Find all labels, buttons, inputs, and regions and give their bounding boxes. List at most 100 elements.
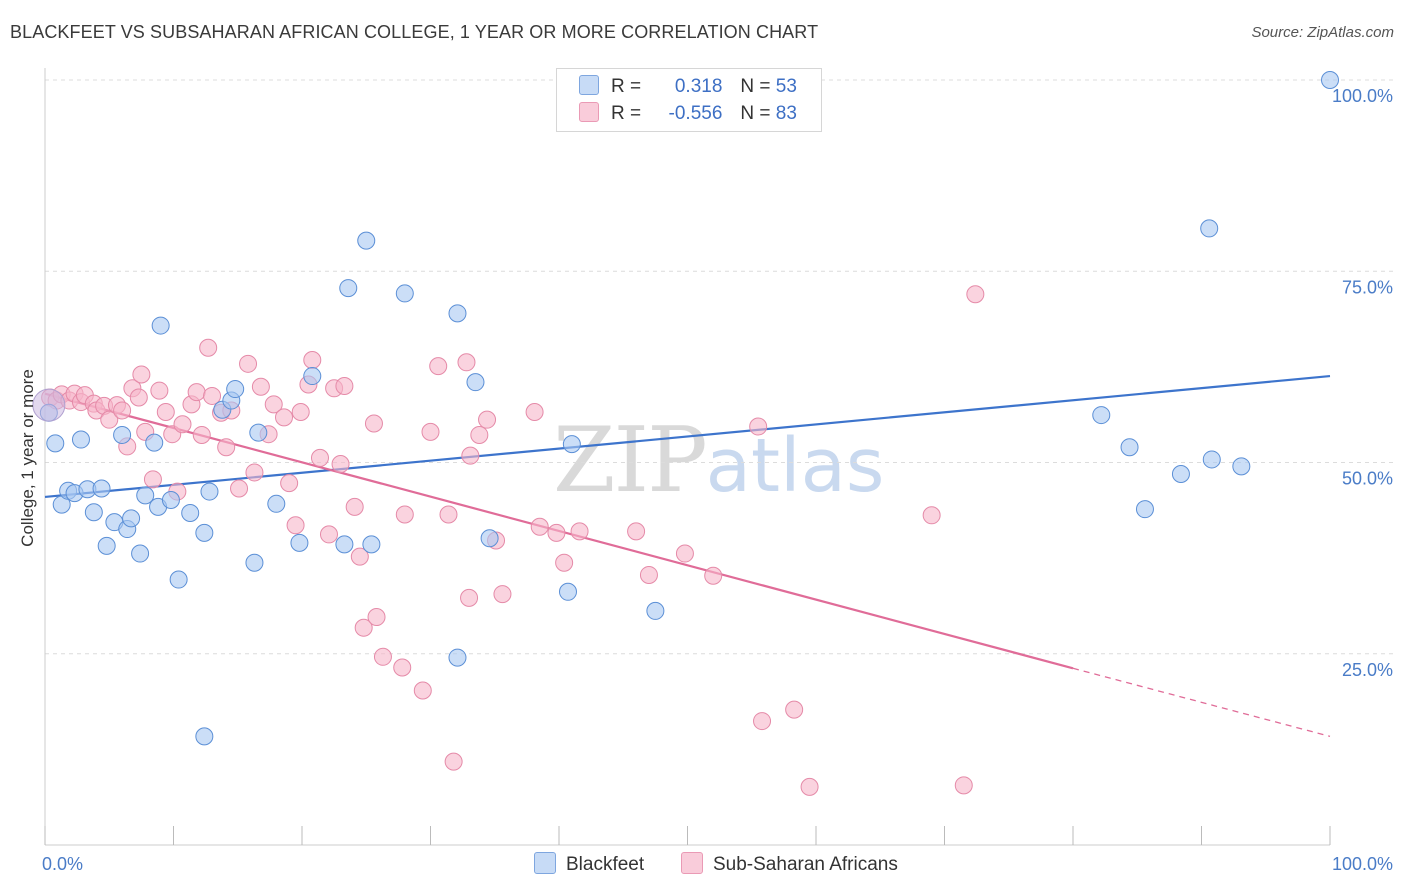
legend-row-subsaharan: R = -0.556 N = 83 [579, 102, 797, 128]
point-subsaharan [457, 353, 476, 372]
point-subsaharan [444, 752, 463, 771]
point-subsaharan [100, 410, 119, 429]
point-subsaharan [245, 463, 264, 482]
point-subsaharan [954, 776, 973, 795]
point-subsaharan [345, 497, 364, 516]
point-blackfeet [1321, 71, 1339, 89]
point-subsaharan [922, 506, 941, 525]
point-subsaharan [354, 618, 373, 637]
x-tick-label: 0.0% [42, 854, 83, 874]
bottom-legend-label: Sub-Saharan Africans [713, 854, 898, 875]
point-blackfeet [71, 430, 90, 449]
point-blackfeet [562, 435, 581, 454]
point-subsaharan [187, 383, 206, 402]
legend-n-label: N = [740, 76, 771, 97]
point-subsaharan [331, 455, 350, 474]
point-blackfeet [395, 284, 414, 303]
legend-r-label: R = [611, 76, 642, 97]
y-tick-label: 75.0% [1342, 277, 1393, 297]
point-subsaharan [251, 377, 270, 396]
point-blackfeet [136, 486, 155, 505]
point-subsaharan [429, 357, 448, 376]
point-blackfeet [290, 533, 309, 552]
point-subsaharan [143, 470, 162, 489]
chart-title: BLACKFEET VS SUBSAHARAN AFRICAN COLLEGE,… [10, 22, 819, 42]
bottom-legend-subsaharan: Sub-Saharan Africans [681, 852, 898, 876]
trend-line-extension [1072, 667, 1331, 737]
point-subsaharan [367, 608, 386, 627]
source-credit: Source: ZipAtlas.com [1251, 24, 1394, 41]
legend-r-label: R = [611, 103, 642, 124]
legend-n-value: 83 [775, 103, 797, 124]
point-subsaharan [230, 479, 249, 498]
point-blackfeet [1202, 450, 1221, 469]
point-blackfeet [97, 536, 116, 555]
watermark: ZIPatlas [553, 408, 884, 513]
point-subsaharan [335, 377, 354, 395]
x-tick-label: 100.0% [1332, 854, 1393, 874]
legend-n-value: 53 [775, 76, 797, 97]
point-cluster [32, 388, 66, 422]
point-subsaharan [286, 516, 305, 535]
bottom-legend-swatch-blackfeet [534, 852, 556, 874]
legend-swatch-subsaharan [579, 102, 599, 122]
point-subsaharan [129, 388, 148, 407]
point-blackfeet [362, 535, 381, 554]
point-subsaharan [704, 566, 723, 585]
point-blackfeet [161, 490, 180, 509]
tick-labels: 25.0% 50.0% 75.0% 100.0% 0.0% 100.0% [42, 86, 1393, 874]
watermark-atlas: atlas [705, 423, 885, 509]
point-subsaharan [395, 505, 414, 524]
bottom-legend-swatch-subsaharan [681, 852, 703, 874]
y-tick-label: 50.0% [1342, 469, 1393, 489]
point-subsaharan [753, 712, 772, 731]
point-blackfeet [339, 279, 358, 298]
point-subsaharan [800, 777, 819, 796]
point-subsaharan [675, 544, 694, 563]
point-blackfeet [131, 544, 150, 563]
point-blackfeet [448, 304, 467, 323]
point-subsaharan [555, 553, 574, 572]
legend-r-value: -0.556 [668, 103, 723, 124]
point-blackfeet [195, 727, 214, 746]
point-blackfeet [169, 570, 188, 589]
point-subsaharan [493, 585, 512, 604]
point-subsaharan [303, 350, 322, 369]
point-blackfeet [1120, 438, 1139, 457]
point-subsaharan [275, 408, 294, 427]
point-subsaharan [319, 525, 338, 544]
point-subsaharan [203, 386, 222, 405]
point-subsaharan [785, 700, 804, 719]
point-subsaharan [291, 403, 310, 422]
point-blackfeet [448, 648, 467, 667]
bottom-legend-blackfeet: Blackfeet [534, 852, 644, 876]
point-blackfeet [1092, 406, 1111, 425]
y-tick-label: 25.0% [1342, 660, 1393, 680]
point-blackfeet [1232, 457, 1251, 476]
bottom-legend-label: Blackfeet [566, 854, 645, 875]
point-subsaharan [132, 365, 151, 384]
point-subsaharan [627, 522, 646, 541]
point-subsaharan [393, 658, 412, 677]
point-blackfeet [226, 380, 245, 399]
legend-r-value: 0.318 [674, 76, 723, 97]
point-subsaharan [461, 446, 480, 465]
point-blackfeet [84, 503, 103, 522]
point-subsaharan [530, 517, 549, 536]
correlation-legend: R = 0.318 N = 53 R = -0.556 N = 83 [556, 68, 822, 132]
watermark-zip: ZIP [553, 408, 708, 513]
point-subsaharan [639, 565, 658, 584]
point-blackfeet [335, 535, 354, 554]
y-axis-label: College, 1 year or more [18, 369, 37, 547]
point-subsaharan [113, 401, 132, 420]
point-blackfeet [646, 601, 665, 620]
point-blackfeet [357, 231, 376, 250]
point-subsaharan [217, 438, 236, 457]
point-subsaharan [421, 422, 440, 441]
point-subsaharan [199, 338, 218, 357]
point-blackfeet [113, 425, 132, 444]
point-subsaharan [173, 415, 192, 434]
point-blackfeet [480, 529, 499, 548]
point-subsaharan [749, 417, 768, 436]
point-blackfeet [267, 494, 286, 513]
